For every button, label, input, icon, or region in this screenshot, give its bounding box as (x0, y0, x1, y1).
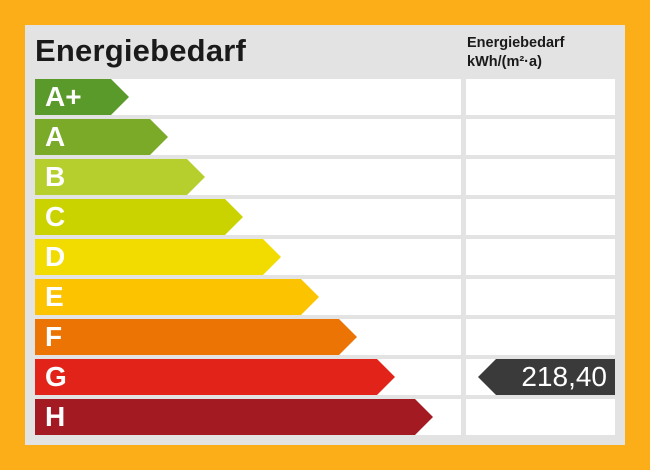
value-cell (466, 399, 615, 435)
value-cell (466, 119, 615, 155)
class-arrow-b: B (35, 159, 205, 195)
class-arrow-a: A (35, 119, 168, 155)
class-arrow-a-plus: A+ (35, 79, 129, 115)
class-label: C (45, 201, 66, 232)
class-arrow-g: G (35, 359, 395, 395)
value-cell (466, 199, 615, 235)
energy-value: 218,40 (521, 361, 607, 392)
class-arrow-d: D (35, 239, 281, 275)
class-arrow-e: E (35, 279, 319, 315)
class-row-g: G 218,40 (35, 359, 615, 395)
class-arrow-h: H (35, 399, 433, 435)
class-label: G (45, 361, 67, 392)
class-row-f: F (35, 319, 615, 355)
class-label: H (45, 401, 66, 432)
value-cell (466, 279, 615, 315)
class-label: A+ (45, 81, 82, 112)
value-column-unit: kWh/(m²·a) (467, 54, 542, 70)
class-label: B (45, 161, 66, 192)
class-label: F (45, 321, 63, 352)
class-row-d: D (35, 239, 615, 275)
value-cell (466, 239, 615, 275)
class-label: D (45, 241, 66, 272)
label-title: Energiebedarf (35, 33, 247, 68)
class-row-a: A (35, 119, 615, 155)
energy-value-indicator: 218,40 (478, 359, 615, 395)
class-row-e: E (35, 279, 615, 315)
class-label: E (45, 281, 64, 312)
class-arrow-c: C (35, 199, 243, 235)
energy-class-rows: A+ A B C D (35, 79, 615, 439)
value-cell (466, 159, 615, 195)
value-cell (466, 319, 615, 355)
class-arrow-f: F (35, 319, 357, 355)
class-row-h: H (35, 399, 615, 435)
energy-label-card: Energiebedarf Energiebedarf kWh/(m²·a) A… (25, 25, 625, 445)
value-column-header: Energiebedarf kWh/(m²·a) (467, 34, 565, 72)
class-row-b: B (35, 159, 615, 195)
value-cell (466, 79, 615, 115)
class-row-a-plus: A+ (35, 79, 615, 115)
class-row-c: C (35, 199, 615, 235)
value-column-title: Energiebedarf (467, 35, 565, 51)
class-label: A (45, 121, 66, 152)
